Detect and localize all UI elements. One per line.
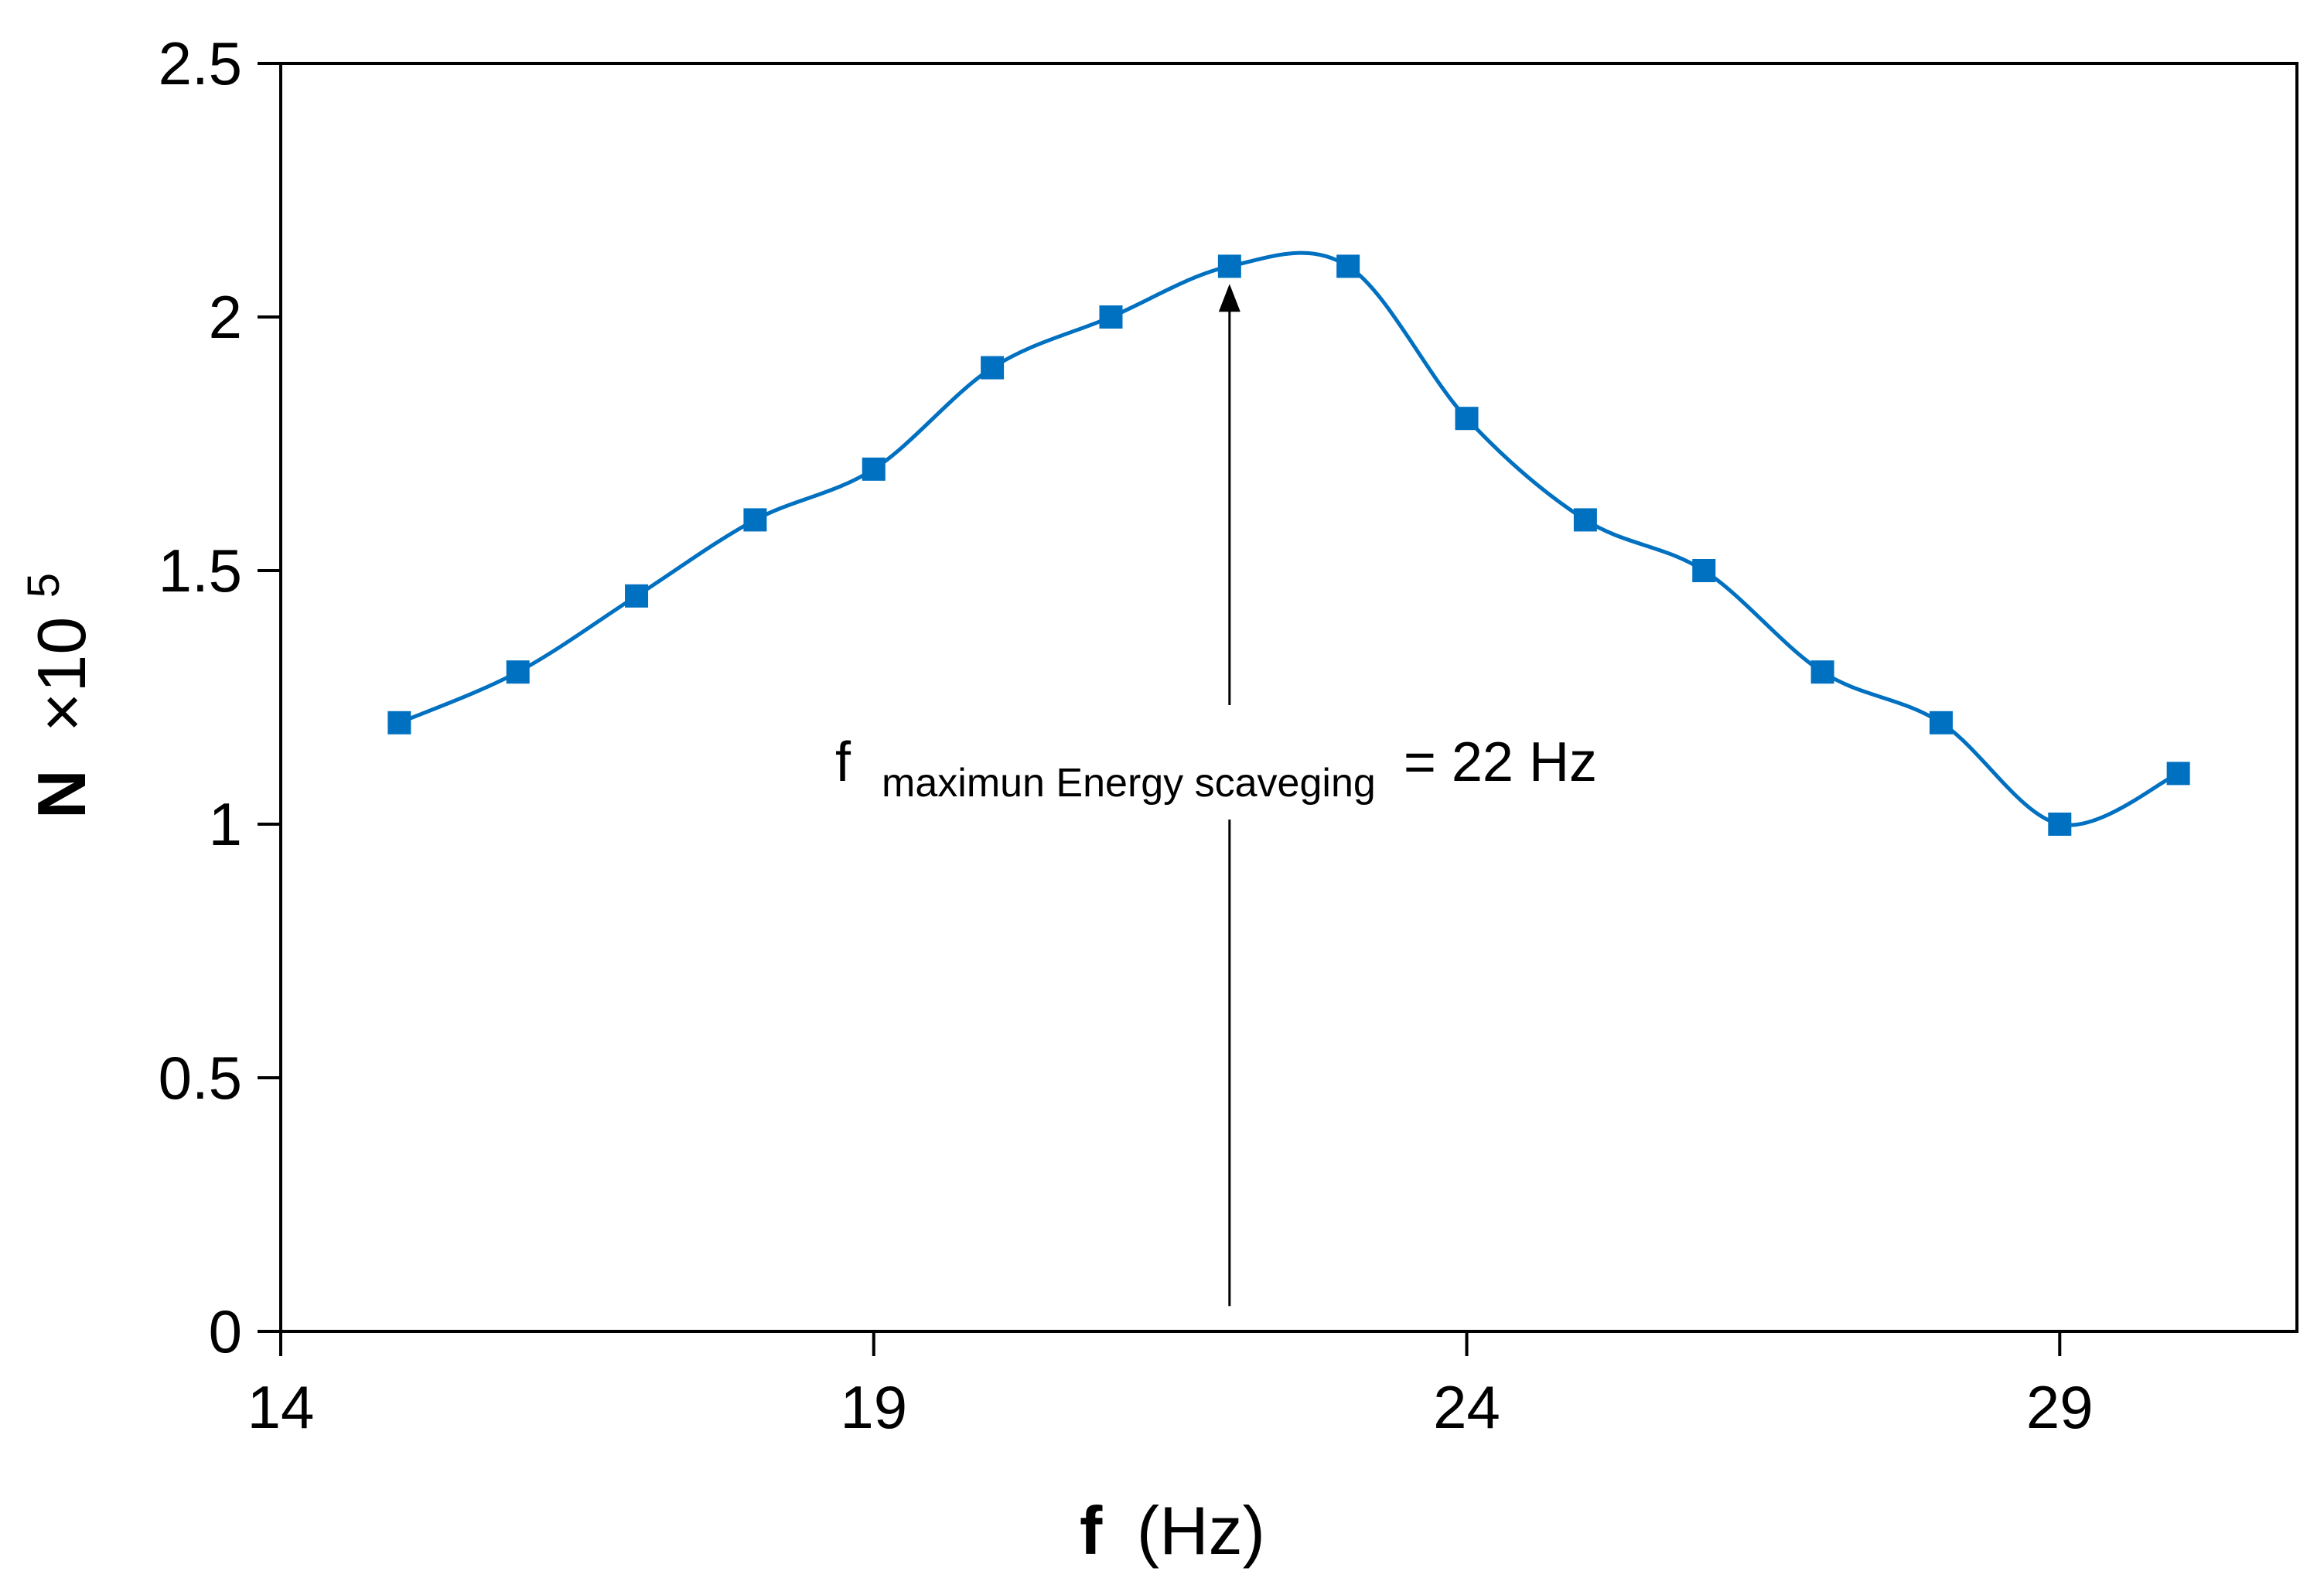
data-point-marker — [2166, 762, 2190, 786]
data-point-marker — [387, 711, 411, 734]
data-point-marker — [1929, 711, 1953, 734]
y-axis-title-exponent: 5 — [19, 573, 69, 598]
data-point-marker — [743, 508, 767, 532]
annotation-subscript: maximun Energy scaveging — [882, 761, 1376, 806]
data-point-marker — [506, 660, 530, 684]
y-tick-label: 0.5 — [159, 1044, 242, 1112]
series-markers — [387, 254, 2190, 836]
y-axis-title-main: N — [23, 769, 100, 819]
series-line — [398, 251, 2179, 827]
data-point-marker — [1099, 305, 1123, 329]
y-axis-title-multiplier: ×10 — [23, 617, 100, 732]
x-tick-label: 24 — [1433, 1373, 1500, 1441]
x-axis-title-main: f — [1080, 1492, 1103, 1569]
x-tick-label: 19 — [840, 1373, 907, 1441]
x-axis-ticks: 14 19 24 29 — [247, 1331, 2094, 1441]
series-group — [387, 251, 2190, 836]
x-tick-label: 14 — [247, 1373, 315, 1441]
data-point-marker — [1692, 559, 1716, 582]
data-point-marker — [1810, 660, 1834, 684]
data-point-marker — [625, 584, 649, 608]
data-point-marker — [1573, 508, 1597, 532]
x-axis-title-unit: (Hz) — [1137, 1492, 1265, 1569]
y-axis-ticks: 0 0.5 1 1.5 2 2.5 — [159, 29, 281, 1365]
data-point-marker — [981, 356, 1005, 380]
y-tick-label: 0 — [209, 1297, 242, 1365]
annotation: f maximun Energy scaveging = 22 Hz — [835, 284, 1597, 1307]
data-point-marker — [2048, 813, 2072, 836]
annotation-suffix: = 22 Hz — [1404, 731, 1597, 793]
y-tick-label: 1 — [209, 790, 242, 858]
annotation-arrow-head — [1218, 284, 1240, 312]
data-point-marker — [1336, 254, 1360, 278]
x-axis-title: f (Hz) — [1080, 1492, 1265, 1569]
x-tick-label: 29 — [2026, 1373, 2094, 1441]
plot-frame — [279, 62, 2298, 1333]
data-point-marker — [1217, 254, 1241, 278]
y-tick-label: 1.5 — [159, 537, 242, 605]
data-point-marker — [1455, 407, 1479, 431]
annotation-prefix: f — [835, 731, 851, 793]
data-point-marker — [862, 457, 886, 481]
y-axis-title: N ×10 5 — [19, 573, 100, 819]
y-tick-label: 2.5 — [159, 29, 242, 97]
y-tick-label: 2 — [209, 283, 242, 351]
annotation-text: f maximun Energy scaveging = 22 Hz — [835, 731, 1597, 809]
